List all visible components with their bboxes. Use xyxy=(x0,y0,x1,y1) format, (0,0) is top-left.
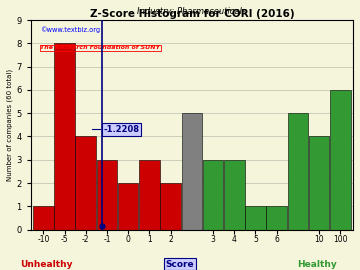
Text: Healthy: Healthy xyxy=(297,260,337,269)
Bar xyxy=(181,113,202,230)
Bar xyxy=(54,43,75,229)
Bar xyxy=(288,113,308,230)
Text: The Research Foundation of SUNY: The Research Foundation of SUNY xyxy=(40,45,160,50)
Text: Score: Score xyxy=(166,260,194,269)
Bar xyxy=(266,206,287,230)
Bar xyxy=(76,137,96,230)
Title: Z-Score Histogram for CORI (2016): Z-Score Histogram for CORI (2016) xyxy=(90,9,294,19)
Bar xyxy=(309,137,329,230)
Bar xyxy=(245,206,266,230)
Bar xyxy=(160,183,181,230)
Bar xyxy=(97,160,117,230)
Bar xyxy=(33,206,54,230)
Text: -1.2208: -1.2208 xyxy=(103,125,139,134)
Text: Industry: Pharmaceuticals: Industry: Pharmaceuticals xyxy=(137,7,247,16)
Text: ©www.textbiz.org: ©www.textbiz.org xyxy=(40,26,100,33)
Text: Unhealthy: Unhealthy xyxy=(21,260,73,269)
Bar xyxy=(203,160,223,230)
Bar xyxy=(139,160,160,230)
Y-axis label: Number of companies (60 total): Number of companies (60 total) xyxy=(7,69,13,181)
Bar xyxy=(224,160,244,230)
Bar xyxy=(118,183,139,230)
Bar xyxy=(330,90,351,230)
